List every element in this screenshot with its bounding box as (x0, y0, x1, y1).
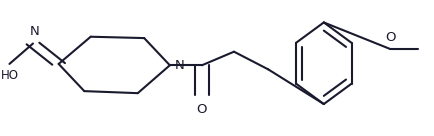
Text: O: O (196, 103, 207, 116)
Text: O: O (384, 30, 395, 44)
Text: HO: HO (0, 69, 18, 82)
Text: N: N (30, 25, 40, 38)
Text: N: N (174, 59, 184, 72)
